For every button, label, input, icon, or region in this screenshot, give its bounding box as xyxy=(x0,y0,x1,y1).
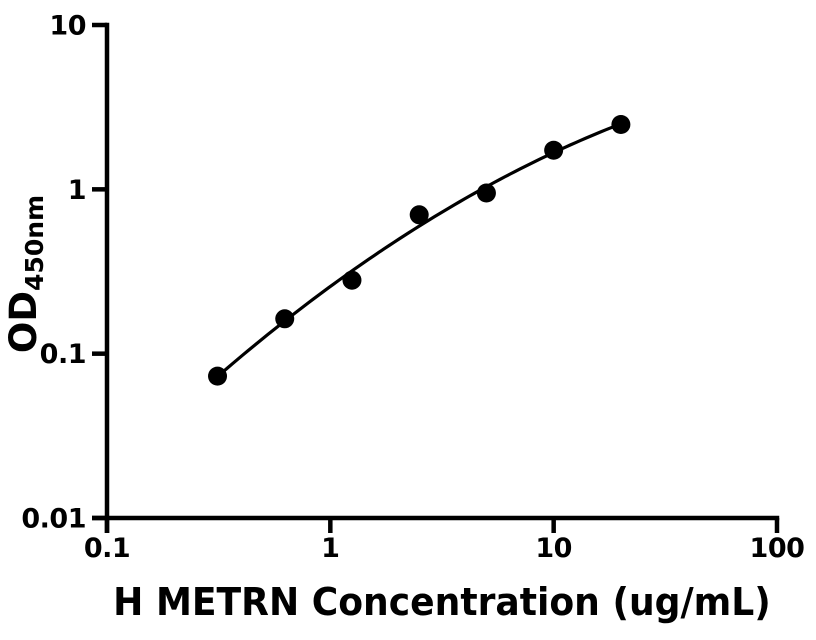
y-tick-label: 0.1 xyxy=(40,339,86,370)
x-tick-label: 1 xyxy=(321,533,339,564)
y-tick-label: 1 xyxy=(68,175,86,206)
data-point xyxy=(544,140,564,160)
fit-curve xyxy=(215,122,623,379)
data-point xyxy=(275,309,295,329)
data-point xyxy=(611,115,631,135)
y-axis-title: OD450nm xyxy=(2,74,49,474)
x-tick-label: 100 xyxy=(750,533,805,564)
y-axis-title-subscript: 450nm xyxy=(20,194,49,291)
y-axis-title-main: OD xyxy=(2,290,45,354)
x-axis-title: H METRN Concentration (ug/mL) xyxy=(113,580,771,624)
data-point xyxy=(476,183,496,203)
x-tick-label: 10 xyxy=(535,533,572,564)
data-point xyxy=(208,366,228,386)
data-point xyxy=(342,270,362,290)
y-tick-label: 0.01 xyxy=(21,504,86,535)
x-tick-label: 0.1 xyxy=(84,533,130,564)
data-point xyxy=(409,205,429,225)
y-tick-label: 10 xyxy=(49,11,86,42)
